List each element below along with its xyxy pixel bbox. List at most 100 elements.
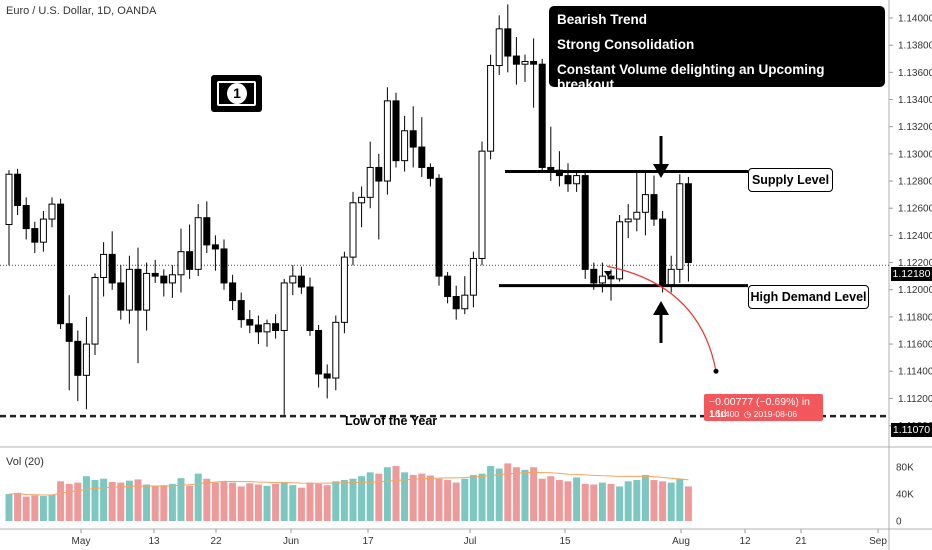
x-tick-label: 12 <box>739 536 751 547</box>
candle-up <box>641 194 649 213</box>
volume-bar <box>323 485 331 521</box>
candle-up <box>332 321 340 379</box>
candle-up <box>633 211 641 220</box>
y-tick-label: 1.13800 <box>898 41 932 52</box>
volume-bar <box>452 482 460 521</box>
volume-bar <box>168 483 176 521</box>
y-tick-label: 1.12800 <box>898 177 932 188</box>
candle-up <box>280 282 288 331</box>
supply-arrow-icon <box>653 164 669 178</box>
candle-up <box>383 100 391 182</box>
candle-up <box>168 274 176 284</box>
volume-bar <box>315 483 323 521</box>
candle-down <box>375 166 383 182</box>
candle-down <box>444 275 452 298</box>
volume-bar <box>684 486 692 521</box>
volume-bar <box>65 483 73 521</box>
y-tick-label: 1.11600 <box>898 340 932 351</box>
candle-down <box>297 275 305 288</box>
annotation-line-volume: Constant Volume delighting an Upcoming b… <box>557 62 825 92</box>
candle-up <box>263 323 271 333</box>
candle-down <box>315 329 323 375</box>
volume-bar <box>151 486 159 521</box>
x-tick-label: Jun <box>283 536 299 547</box>
candle-down <box>108 253 116 284</box>
candle-up <box>478 150 486 259</box>
candles-group <box>5 4 692 415</box>
volume-bar <box>237 486 245 521</box>
volume-bar <box>616 486 624 521</box>
volume-bar <box>14 492 22 521</box>
candle-down <box>547 166 555 171</box>
candle-down <box>117 282 125 311</box>
x-tick-label: Jul <box>464 536 477 547</box>
candle-down <box>590 268 598 284</box>
projection-price: 1.11400 <box>709 409 740 419</box>
candle-up <box>469 257 477 296</box>
volume-bar <box>650 480 658 521</box>
y-tick-label: 1.14000 <box>898 14 932 25</box>
volume-bar <box>143 484 151 521</box>
volume-bar <box>667 482 675 521</box>
volume-bar <box>581 483 589 521</box>
volume-bar <box>392 465 400 521</box>
candle-down <box>151 272 159 277</box>
volume-bar <box>48 494 56 521</box>
candle-down <box>272 323 280 331</box>
candle-down <box>254 324 262 333</box>
candle-down <box>211 244 219 250</box>
volume-bar <box>272 483 280 521</box>
volume-bar <box>435 478 443 521</box>
candle-down <box>581 175 589 270</box>
current-price-tag: 1.12180 <box>891 267 932 281</box>
y-tick-label: 1.12200 <box>898 258 932 269</box>
candle-up <box>143 272 151 311</box>
year-low-price-tag: 1.11070 <box>891 423 932 437</box>
volume-bar <box>100 478 108 521</box>
candle-down <box>186 251 194 270</box>
volume-bar <box>401 472 409 521</box>
candle-up <box>358 196 366 204</box>
candle-up <box>667 268 675 287</box>
volume-bar <box>82 476 90 521</box>
volume-bar <box>487 465 495 521</box>
year-low-label: Low of the Year <box>345 414 438 428</box>
candle-down <box>57 203 65 325</box>
x-tick-label: 22 <box>210 536 222 547</box>
volume-bar <box>478 473 486 521</box>
volume-bar <box>39 496 47 521</box>
volume-bar <box>349 478 357 521</box>
volume-bar <box>220 481 228 521</box>
candle-down <box>246 319 254 326</box>
candle-down <box>31 228 39 243</box>
candle-up <box>461 294 469 310</box>
projection-box: −0.00777 (−0.69%) in 16d 1.11400 ◷ 2019-… <box>704 394 823 421</box>
candle-down <box>435 177 443 277</box>
candle-down <box>418 146 426 168</box>
y-tick-label: 1.12600 <box>898 204 932 215</box>
candle-down <box>530 60 538 65</box>
volume-bar <box>74 482 82 521</box>
candle-down <box>392 100 400 162</box>
volume-bar <box>358 476 366 521</box>
volume-bar <box>409 474 417 521</box>
volume-bar <box>590 484 598 521</box>
projection-start-marker <box>604 271 612 277</box>
volume-bar <box>203 478 211 521</box>
projection-endpoint <box>713 368 719 374</box>
candle-down <box>237 300 245 321</box>
candle-down <box>650 194 658 220</box>
x-tick-label: May <box>72 536 91 547</box>
volume-bar <box>555 480 563 521</box>
volume-bar <box>530 467 538 521</box>
volume-bar <box>186 485 194 521</box>
candle-up <box>39 218 47 243</box>
volume-bar <box>469 474 477 521</box>
candle-up <box>125 268 133 311</box>
volume-bar <box>332 481 340 521</box>
x-tick-label: 15 <box>559 536 571 547</box>
volume-bar <box>538 478 546 521</box>
money-coin: 1 <box>227 83 247 104</box>
volume-ma-line <box>8 471 689 496</box>
